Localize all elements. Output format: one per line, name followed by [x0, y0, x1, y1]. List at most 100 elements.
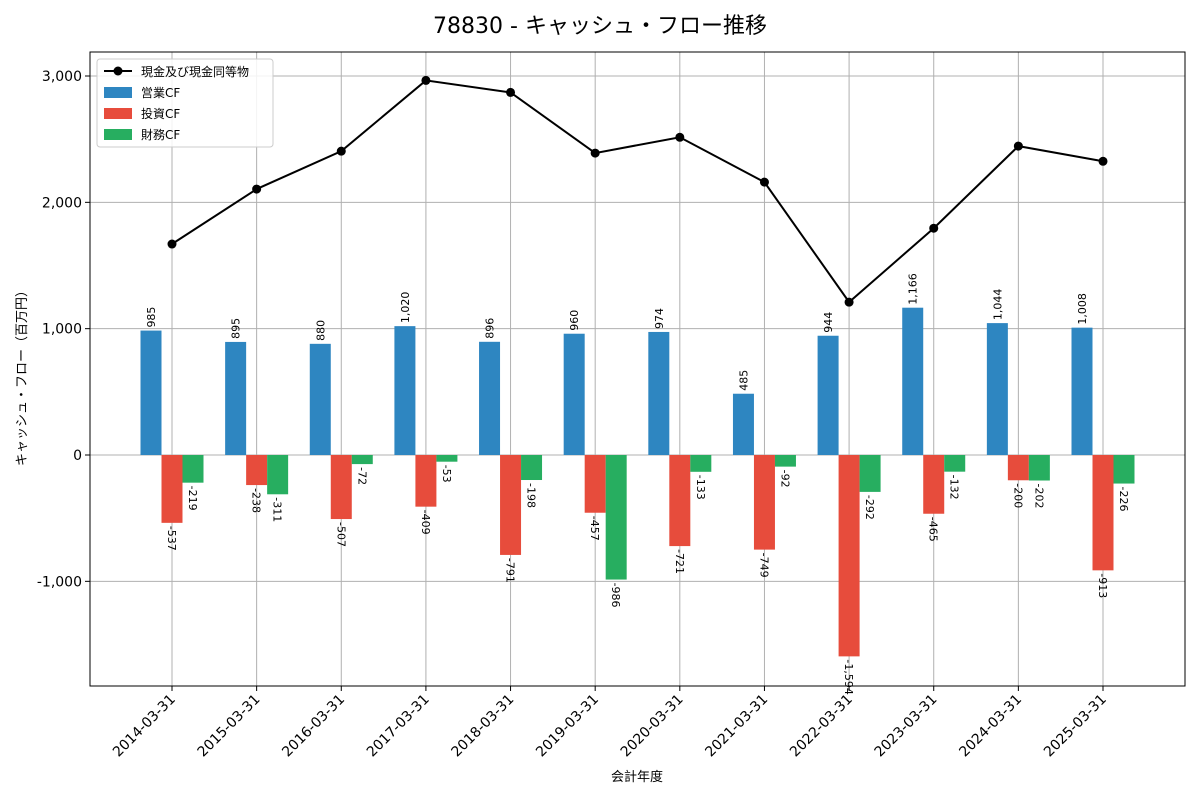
cash-point — [590, 148, 600, 158]
data-label: 1,044 — [991, 289, 1004, 321]
x-tick-label: 2018-03-31 — [449, 692, 518, 761]
data-label: -311 — [271, 497, 284, 522]
x-tick-label: 2016-03-31 — [279, 692, 348, 761]
bar — [774, 455, 796, 467]
bar — [838, 455, 860, 657]
data-label: -53 — [440, 465, 453, 483]
bar — [690, 455, 712, 472]
bar — [479, 341, 501, 455]
data-label: -133 — [694, 475, 707, 500]
legend-swatch — [104, 87, 132, 98]
data-label: 1,020 — [399, 292, 412, 324]
data-label: 960 — [568, 310, 581, 331]
bar — [394, 326, 416, 455]
data-label: -465 — [927, 517, 940, 542]
data-labels-layer: 985 895 880 1,020 896 960 974 485 944 1,166 1,044 1… — [145, 273, 1130, 695]
x-tick-label: 2022-03-31 — [787, 692, 856, 761]
bar — [436, 455, 458, 462]
data-label: -507 — [334, 522, 347, 547]
cash-point — [675, 132, 685, 142]
data-label: -749 — [757, 553, 770, 578]
legend-label: 財務CF — [141, 127, 180, 142]
bar — [1007, 455, 1029, 481]
data-label: -986 — [609, 583, 622, 608]
data-label: -219 — [186, 486, 199, 511]
bar — [330, 455, 352, 520]
x-tick-label: 2025-03-31 — [1041, 692, 1110, 761]
bar — [923, 455, 945, 514]
y-tick-label: 2,000 — [42, 195, 82, 211]
y-tick-label: 0 — [73, 448, 82, 464]
data-label: -537 — [165, 526, 178, 551]
cash-point — [1013, 141, 1023, 151]
x-tick-label: 2015-03-31 — [195, 692, 264, 761]
cash-point — [336, 146, 346, 156]
y-tick-label: 3,000 — [42, 69, 82, 85]
bar — [1092, 455, 1114, 571]
data-label: -791 — [504, 558, 517, 583]
cash-point — [929, 223, 939, 233]
legend-box — [96, 58, 274, 148]
data-label: 1,166 — [907, 273, 920, 305]
bar — [859, 455, 881, 492]
bar — [415, 455, 437, 507]
legend-marker — [113, 66, 123, 76]
bar — [944, 455, 966, 472]
bar — [732, 393, 754, 455]
data-label: -132 — [948, 475, 961, 500]
x-tick-label: 2020-03-31 — [618, 692, 687, 761]
legend-label: 現金及び現金同等物 — [141, 64, 249, 79]
cash-point — [167, 239, 177, 249]
data-label: 485 — [737, 370, 750, 391]
y-axis: -1,000 0 1,000 2,000 3,000 — [37, 69, 90, 590]
data-label: 880 — [314, 320, 327, 341]
bar — [1071, 327, 1093, 455]
chart-title: 78830 - キャッシュ・フロー推移 — [433, 14, 767, 39]
bar — [986, 323, 1008, 455]
data-label: 974 — [653, 308, 666, 329]
x-tick-label: 2024-03-31 — [956, 692, 1025, 761]
cash-point — [844, 297, 854, 307]
x-tick-label: 2019-03-31 — [533, 692, 602, 761]
line-layer — [167, 75, 1108, 307]
x-tick-label: 2023-03-31 — [872, 692, 941, 761]
y-tick-label: 1,000 — [42, 322, 82, 338]
bar — [753, 455, 775, 550]
plot-frame — [89, 51, 1186, 687]
cash-point — [252, 184, 262, 194]
data-label: -913 — [1096, 573, 1109, 598]
bar — [669, 455, 691, 547]
data-label: 1,008 — [1076, 293, 1089, 325]
bar — [605, 455, 627, 580]
data-label: -198 — [525, 483, 538, 508]
bar — [902, 307, 924, 455]
data-label: -72 — [355, 467, 368, 485]
data-label: -238 — [250, 488, 263, 513]
data-label: 944 — [822, 312, 835, 333]
data-label: -721 — [673, 549, 686, 574]
data-label: -457 — [588, 516, 601, 541]
y-tick-label: -1,000 — [37, 574, 82, 590]
legend-swatch — [104, 108, 132, 119]
bar — [182, 455, 204, 483]
bar — [140, 330, 162, 455]
cash-point — [421, 75, 431, 85]
bar — [1028, 455, 1050, 481]
legend-swatch — [104, 129, 132, 140]
x-axis: 2014-03-31 2015-03-31 2016-03-31 2017-03-31… — [110, 686, 1110, 760]
bar — [563, 333, 585, 455]
legend-label: 営業CF — [141, 86, 180, 100]
cash-point — [1098, 156, 1108, 166]
cash-point — [506, 87, 516, 97]
x-tick-label: 2021-03-31 — [702, 692, 771, 761]
data-label: -200 — [1011, 483, 1024, 508]
x-tick-label: 2014-03-31 — [110, 692, 179, 761]
bar — [267, 455, 289, 495]
data-label: -409 — [419, 510, 432, 535]
x-tick-label: 2017-03-31 — [364, 692, 433, 761]
data-label: 896 — [484, 318, 497, 339]
bar — [161, 455, 183, 523]
